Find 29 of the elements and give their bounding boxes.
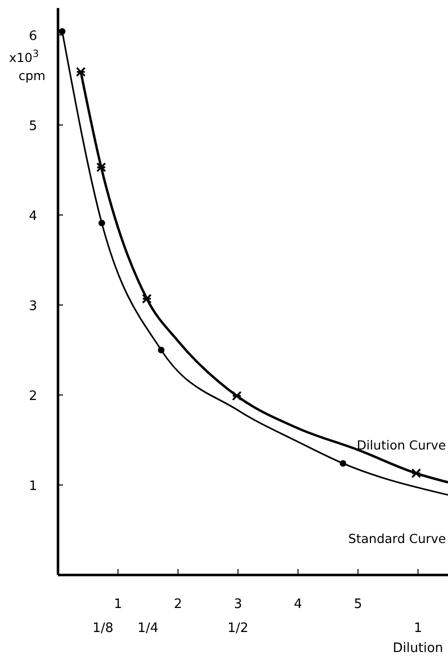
point <box>58 28 66 35</box>
x2-tick-label: 1 <box>414 621 422 636</box>
text: Standard Curve <box>348 530 446 546</box>
point <box>411 468 422 478</box>
y-tick-label: 3 <box>28 299 38 314</box>
x-tick-label: 1 <box>114 597 122 612</box>
x2-tick-label: 1/4 <box>138 621 158 636</box>
point <box>98 220 106 226</box>
x2-tick-label: 1/8 <box>92 621 114 636</box>
y-axis-title: x10$^{3}$ cpm <box>9 48 46 83</box>
point <box>142 294 152 304</box>
point <box>158 346 164 354</box>
x2-tick-label: 1/2 <box>228 621 248 636</box>
y-tick-label: 6 <box>28 29 38 44</box>
y-tick-label: 5 <box>28 119 38 134</box>
point <box>232 391 242 401</box>
series-label: Dilution Curve <box>356 437 446 452</box>
x-tick-label: 5 <box>354 597 362 612</box>
point <box>340 460 346 467</box>
x2-axis-title: Dilution <box>392 641 444 656</box>
y-tick-label: 4 <box>28 209 38 224</box>
x-tick-label: 3 <box>234 597 242 612</box>
point <box>96 162 106 172</box>
x-tick-label: 2 <box>174 597 182 612</box>
x-tick-label: 4 <box>294 597 302 612</box>
line-series <box>80 70 448 484</box>
point <box>76 67 86 77</box>
y-tick-label: 2 <box>28 389 38 404</box>
y-tick-label: 1 <box>28 479 38 494</box>
